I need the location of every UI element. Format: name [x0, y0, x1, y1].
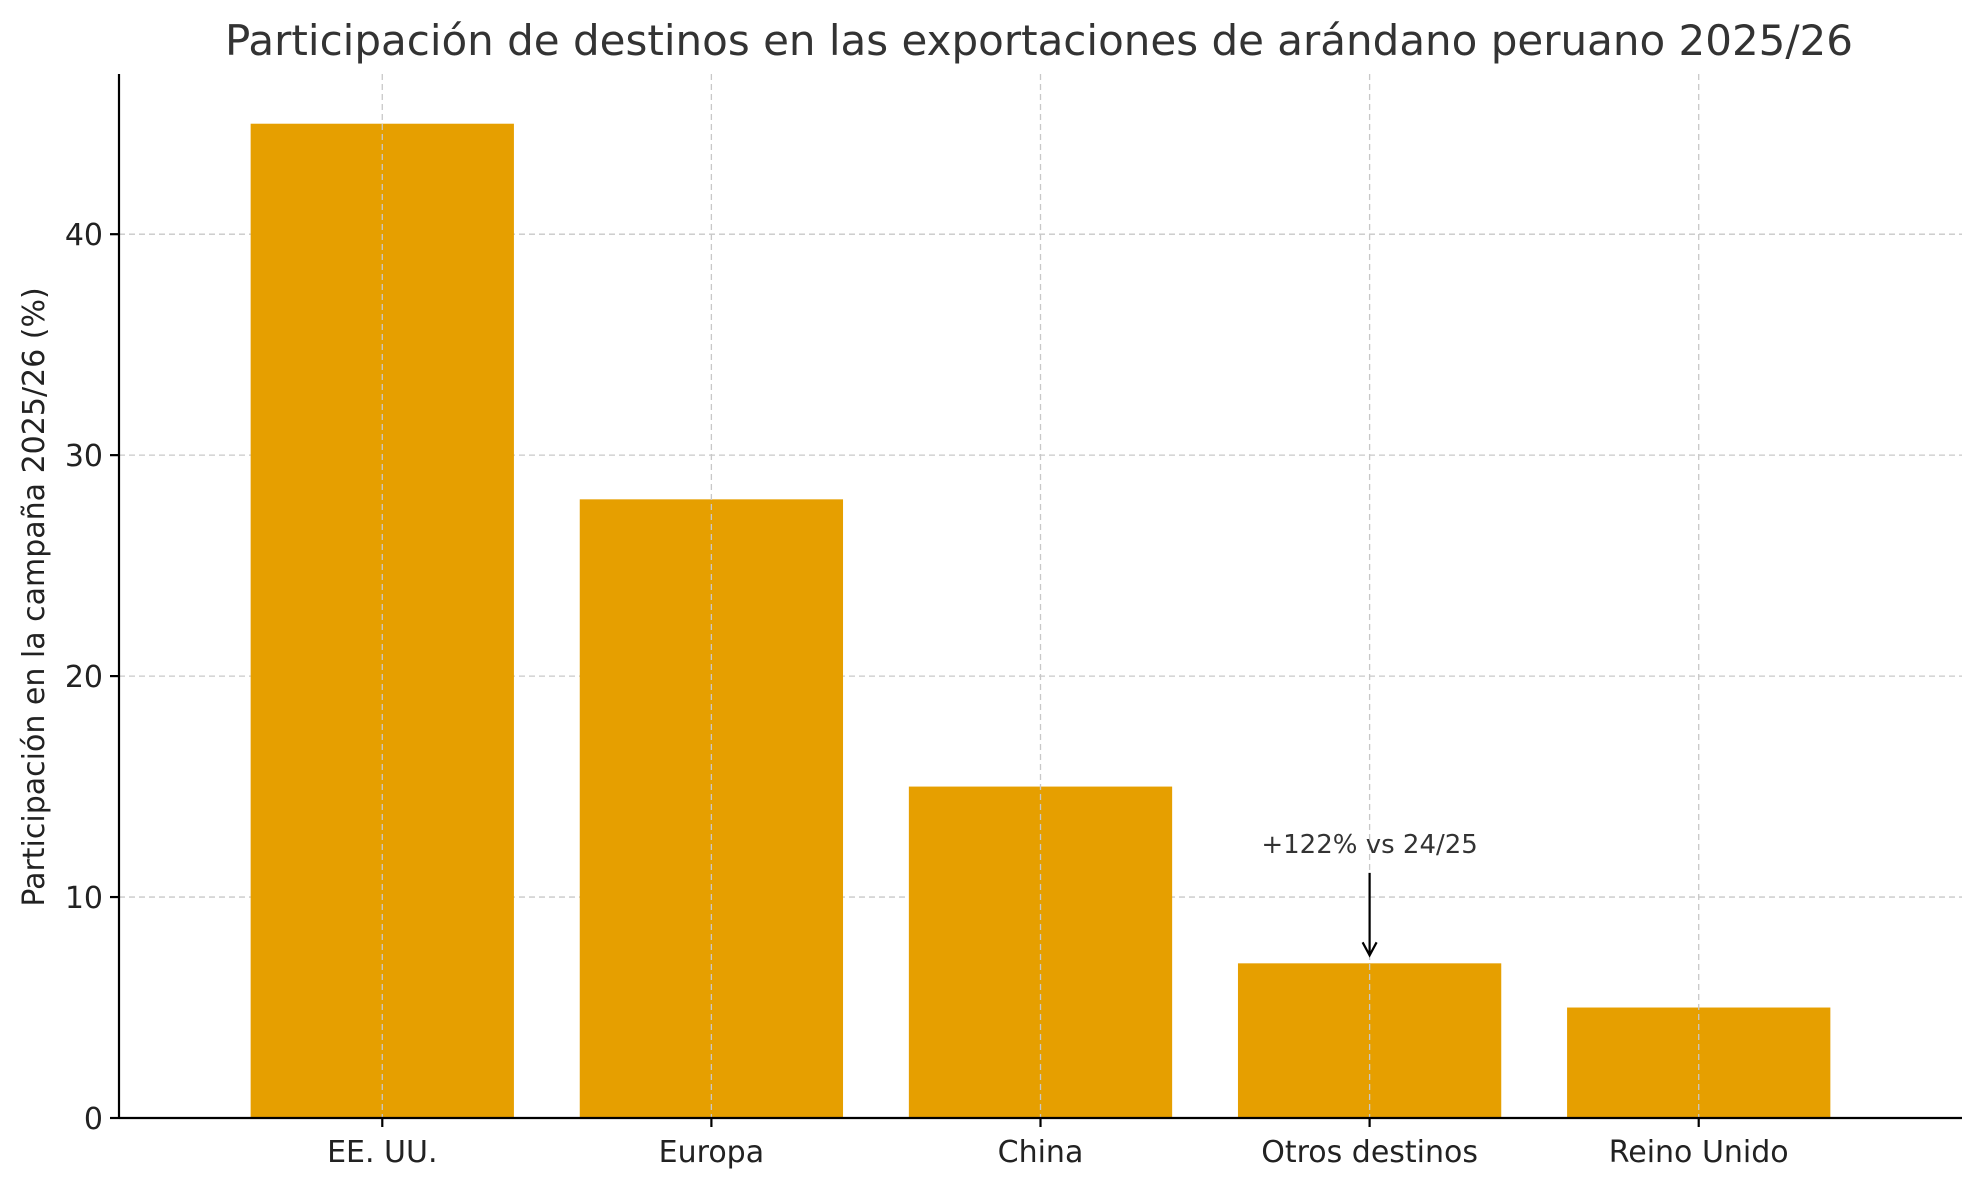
bar-2	[908, 786, 1173, 1118]
x-tick-label-2: China	[998, 1135, 1084, 1170]
y-tick-label-3: 30	[65, 439, 103, 474]
y-tick-label-4: 40	[65, 218, 103, 253]
annotation-text-0: +122% vs 24/25	[1261, 830, 1478, 860]
y-ticks: 0 10 20 30 40	[65, 218, 119, 1137]
y-tick-label-0: 0	[84, 1102, 103, 1137]
y-tick-label-2: 20	[65, 660, 103, 695]
annotations: +122% vs 24/25	[1261, 830, 1478, 958]
x-tick-label-4: Reino Unido	[1609, 1135, 1789, 1170]
x-tick-label-3: Otros destinos	[1261, 1135, 1478, 1170]
bars	[250, 123, 1831, 1118]
y-axis-label: Participación en la campaña 2025/26 (%)	[17, 287, 52, 906]
x-ticks: EE. UU. Europa China Otros destinos Reino Un…	[327, 1118, 1789, 1170]
x-tick-label-0: EE. UU.	[327, 1135, 437, 1170]
chart-title: Participación de destinos en las exporta…	[225, 16, 1853, 65]
annotation-arrow-head-0	[1361, 941, 1378, 958]
x-tick-label-1: Europa	[659, 1135, 764, 1170]
y-tick-label-1: 10	[65, 881, 103, 916]
